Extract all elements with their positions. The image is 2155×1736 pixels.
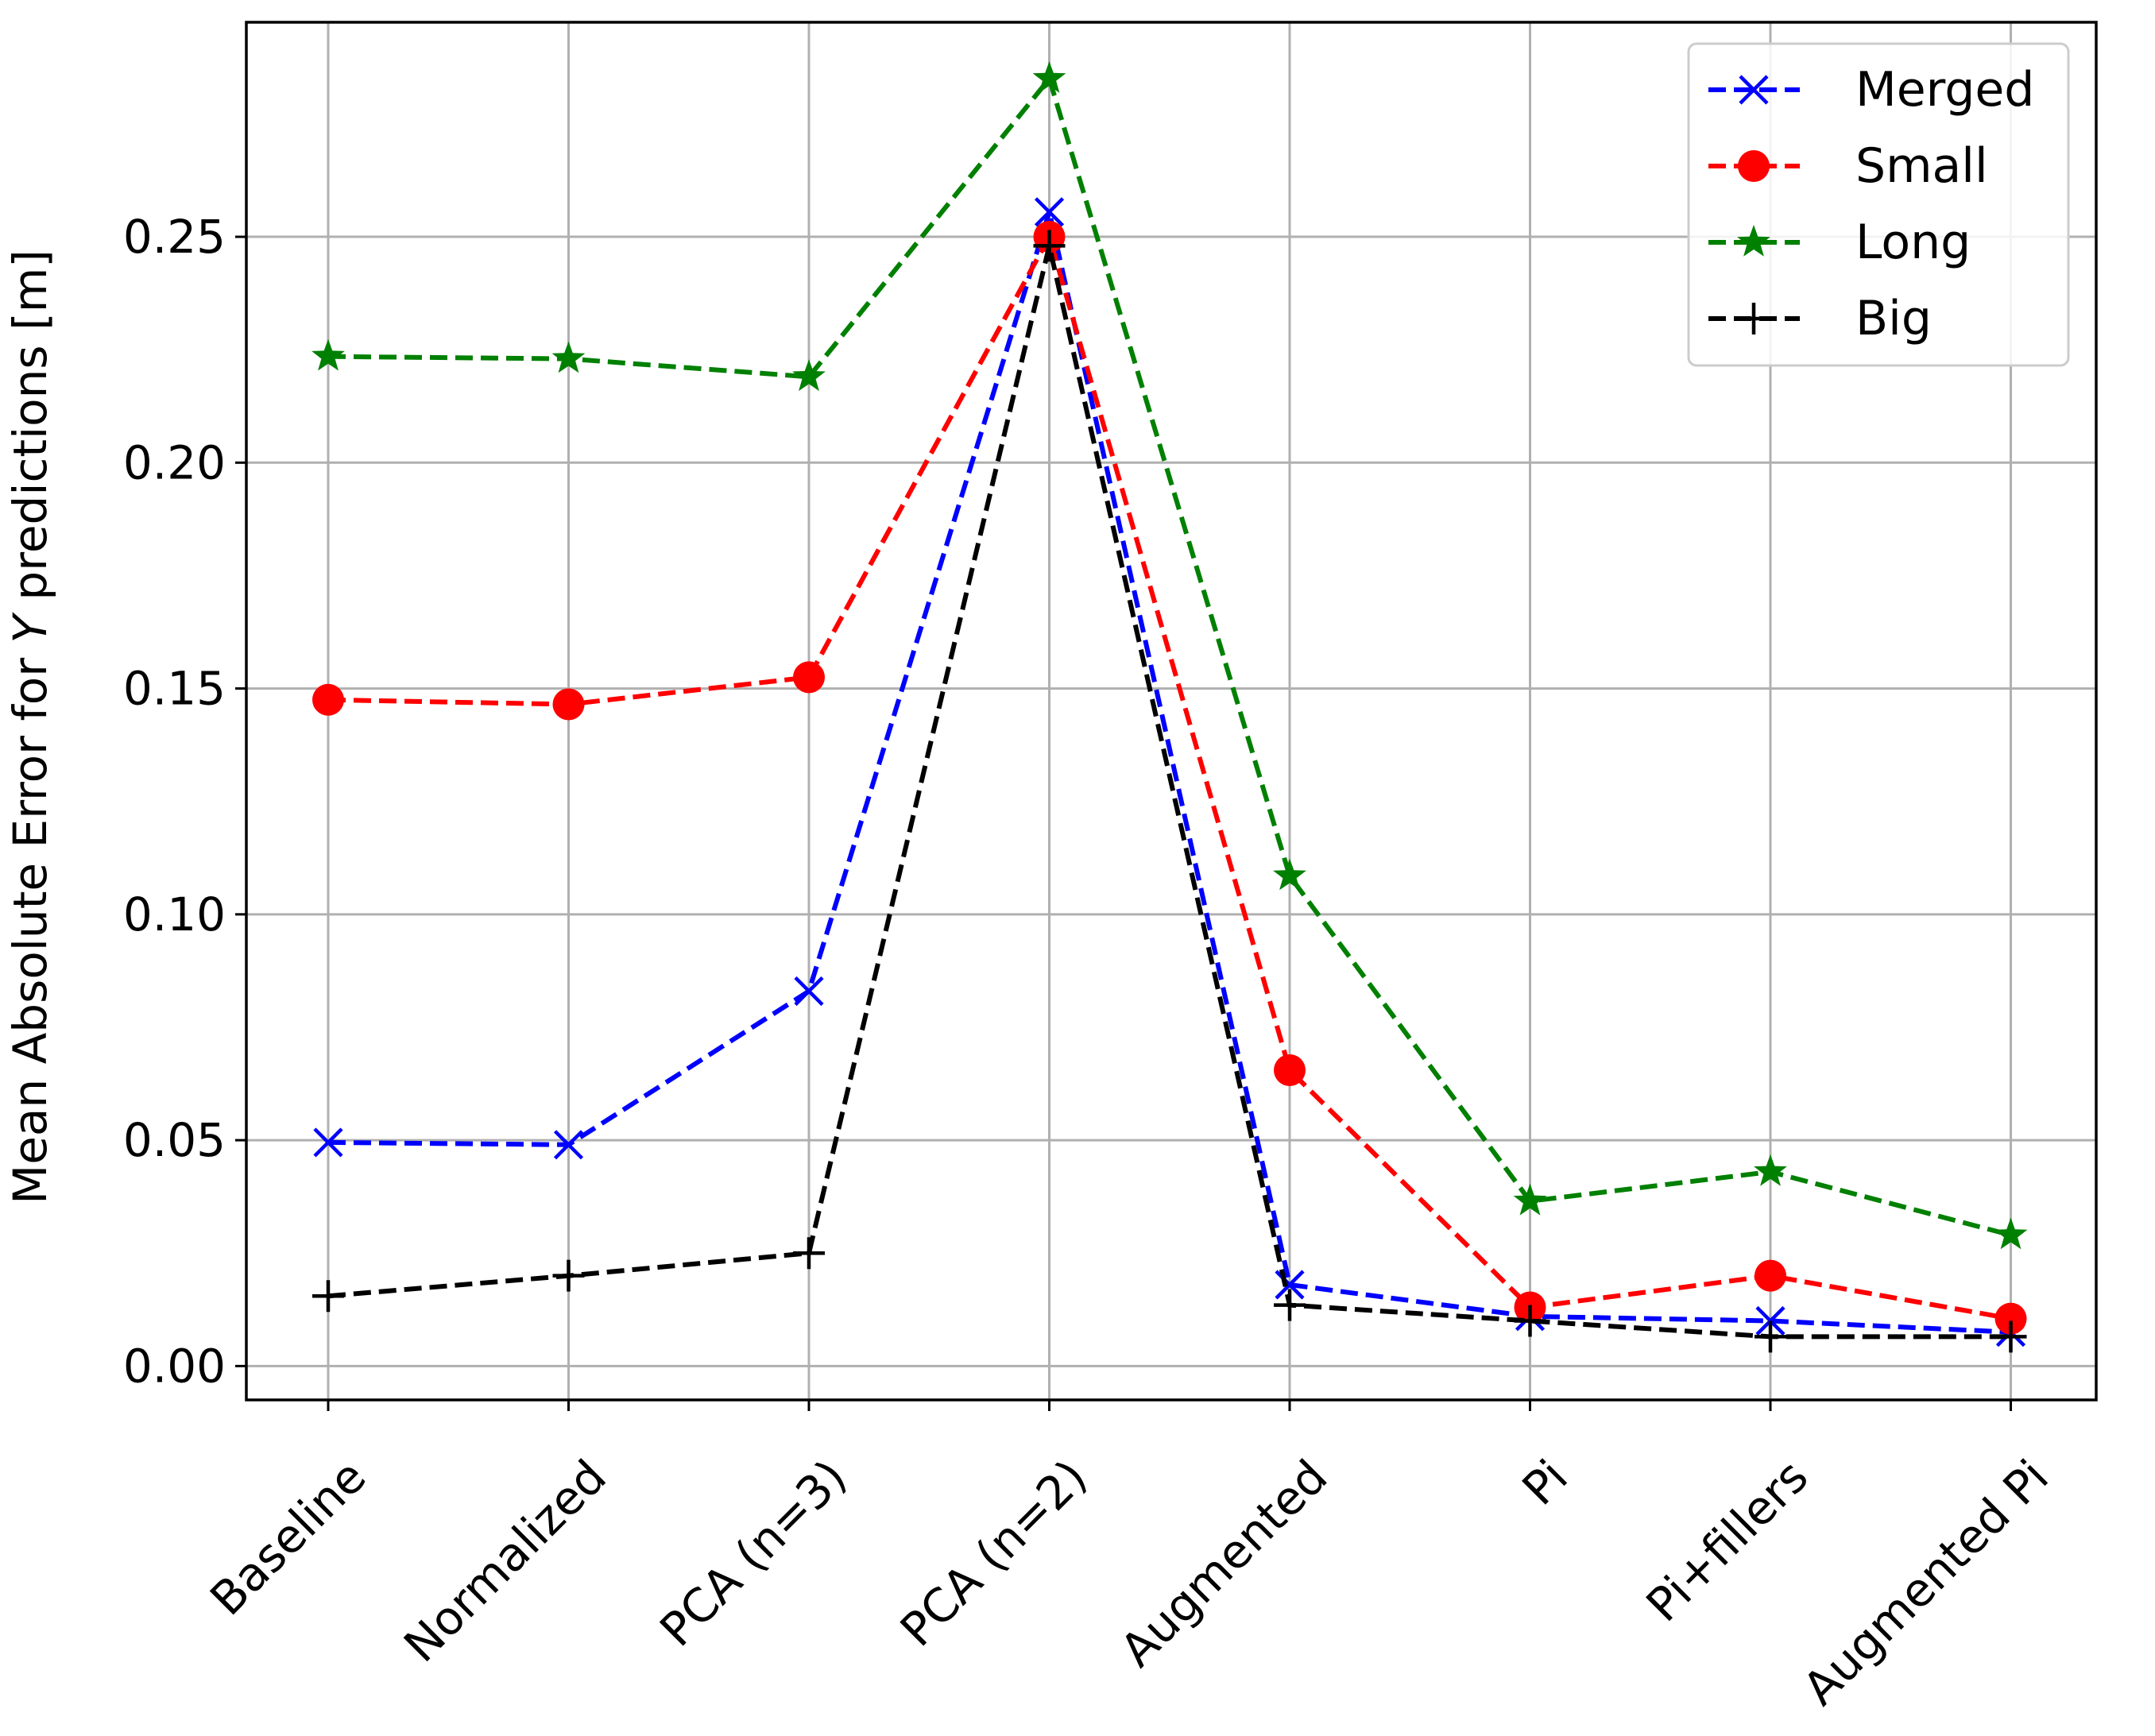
legend-label: Big [1855, 291, 1932, 346]
data-point [1994, 1320, 2027, 1353]
data-point [551, 341, 586, 373]
y-axis-label-part: Y [3, 611, 57, 643]
series-line [327, 203, 2011, 1335]
legend-entry: Merged [1708, 62, 2034, 118]
series-big [312, 230, 2027, 1353]
data-point [1274, 1289, 1306, 1321]
data-point [1994, 1217, 2028, 1250]
data-point [311, 338, 345, 371]
legend: Merged Small Long Big [1687, 42, 2070, 367]
legend-label: Long [1855, 215, 1971, 270]
data-point [552, 688, 585, 721]
data-point [1755, 1320, 1786, 1353]
data-point [792, 359, 826, 392]
data-point [1994, 1302, 2027, 1335]
y-tick-label: 0.00 [123, 1339, 226, 1393]
series-line [327, 230, 2012, 1321]
legend-box [1687, 42, 2070, 367]
legend-label: Small [1855, 138, 1988, 194]
y-tick-label: 0.05 [123, 1113, 226, 1167]
data-point [1032, 61, 1066, 93]
data-point [1514, 1305, 1546, 1337]
plot-frame [245, 21, 2098, 1402]
legend-marker [1739, 75, 1769, 105]
legend-label: Merged [1855, 62, 2034, 118]
series-group [311, 61, 2028, 1353]
y-tick-label: 0.20 [123, 435, 226, 489]
data-point [1754, 1154, 1787, 1186]
y-axis-label-part: Mean Absolute Error for [3, 643, 57, 1204]
data-point [794, 976, 824, 1007]
data-point [1274, 1054, 1306, 1086]
y-axis-label: Mean Absolute Error for Y predictions [m… [3, 249, 57, 1204]
legend-marker [1738, 150, 1770, 182]
series-line [327, 73, 2012, 1238]
data-point [552, 1259, 585, 1292]
data-point [1034, 197, 1065, 227]
series-long [311, 61, 2028, 1250]
data-point [1755, 1259, 1786, 1292]
legend-entry: Long [1708, 215, 1971, 270]
data-point [1273, 858, 1306, 891]
data-point [793, 661, 825, 694]
legend-entry: Small [1708, 138, 1988, 194]
data-point [312, 1280, 344, 1313]
data-point [1513, 1183, 1547, 1216]
legend-entry: Big [1708, 291, 1932, 346]
y-tick-label: 0.10 [123, 887, 226, 941]
data-point [313, 1127, 343, 1158]
data-point [1033, 230, 1066, 262]
data-point [553, 1130, 584, 1160]
data-point [312, 683, 344, 716]
y-axis-label-part: predictions [m] [3, 249, 57, 615]
legend-marker [1737, 225, 1770, 257]
legend-marker [1738, 303, 1770, 334]
data-point [793, 1237, 825, 1270]
y-tick-label: 0.15 [123, 662, 226, 716]
series-line [327, 245, 2011, 1340]
y-tick-label: 0.25 [123, 210, 226, 264]
